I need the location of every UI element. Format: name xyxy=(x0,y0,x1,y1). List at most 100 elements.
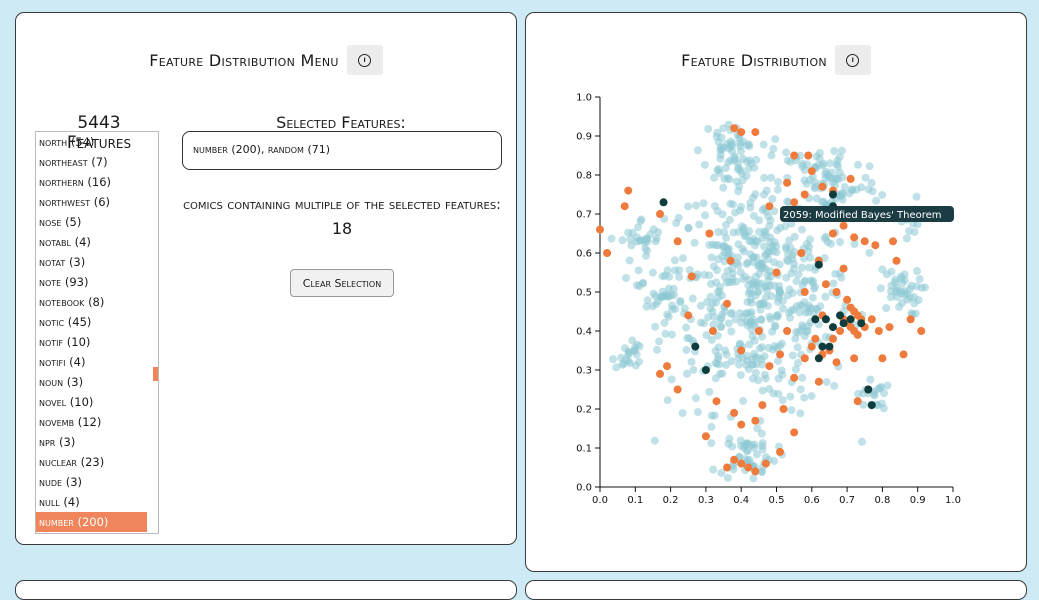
data-point xyxy=(831,269,840,278)
data-point xyxy=(652,234,661,243)
data-point xyxy=(743,356,752,365)
data-point xyxy=(707,253,716,262)
selected-point xyxy=(751,128,760,137)
feature-list-item[interactable]: notif (10) xyxy=(39,335,91,349)
data-point xyxy=(733,253,742,262)
selected-point xyxy=(596,225,604,234)
data-point xyxy=(877,399,886,408)
selected-features-value: number (200), random (71) xyxy=(193,143,331,156)
scatter-plot[interactable]: 0.0 0.1 0.2 0.3 0.4 0.5 0.6 0.7 0.8 0.9 1.0 0.0 0.1 0… xyxy=(526,13,1026,571)
selected-point xyxy=(758,401,767,410)
data-point xyxy=(654,228,663,237)
data-point xyxy=(696,301,705,310)
data-point xyxy=(714,360,723,369)
data-point xyxy=(774,389,783,398)
clear-selection-button[interactable]: Clear Selection xyxy=(290,269,394,297)
feature-list-item[interactable]: northern (16) xyxy=(39,175,112,189)
data-point xyxy=(699,199,708,208)
data-point xyxy=(752,450,761,459)
data-point xyxy=(766,315,775,324)
selected-point xyxy=(818,182,827,191)
data-point xyxy=(756,300,765,309)
feature-list-item[interactable]: number (200) xyxy=(36,512,147,532)
selected-point xyxy=(603,249,612,257)
data-point xyxy=(727,327,736,336)
data-point xyxy=(866,375,875,384)
data-point xyxy=(670,256,679,265)
feature-list-item[interactable]: novemb (12) xyxy=(39,415,102,429)
feature-list-item[interactable]: notabl (4) xyxy=(39,235,91,249)
feature-list-scrollbar[interactable] xyxy=(153,367,158,381)
selected-point xyxy=(832,288,841,296)
data-point xyxy=(734,354,743,363)
feature-list-item[interactable]: nuclear (23) xyxy=(39,455,105,469)
feature-list[interactable]: north (54) northeast (7) northern (16) nort… xyxy=(35,131,159,534)
selected-point xyxy=(804,151,813,160)
selected-point xyxy=(892,256,901,265)
data-point xyxy=(749,193,758,202)
feature-list-item[interactable]: notat (3) xyxy=(39,255,86,269)
data-point xyxy=(771,135,780,144)
data-point xyxy=(721,360,730,369)
data-point xyxy=(760,370,769,379)
feature-list-item[interactable]: notebook (8) xyxy=(39,295,105,309)
data-point xyxy=(693,408,702,417)
selected-point xyxy=(800,190,809,199)
data-point xyxy=(895,302,904,311)
feature-list-item[interactable]: notifi (4) xyxy=(39,355,86,369)
data-point xyxy=(912,282,921,291)
data-point xyxy=(845,189,854,198)
data-point xyxy=(913,220,922,229)
selected-point xyxy=(701,432,710,441)
data-point xyxy=(887,281,896,290)
feature-list-item[interactable]: northwest (6) xyxy=(39,195,111,209)
multi-feature-label: comics containing multiple of the select… xyxy=(183,197,501,213)
selected-point xyxy=(790,373,799,382)
selected-point xyxy=(687,272,696,281)
data-point xyxy=(707,279,716,288)
data-point xyxy=(700,160,709,169)
feature-list-item[interactable]: nose (5) xyxy=(39,215,82,229)
selected-point xyxy=(797,249,806,257)
data-point xyxy=(768,194,777,203)
menu-info-button[interactable]: i xyxy=(346,45,383,75)
feature-list-item[interactable]: note (93) xyxy=(39,275,89,289)
selected-point xyxy=(730,124,739,133)
data-point xyxy=(711,298,720,307)
data-point xyxy=(853,160,862,169)
data-point xyxy=(682,369,691,378)
data-point xyxy=(749,211,758,220)
data-point xyxy=(815,154,824,163)
selected-point xyxy=(800,354,809,363)
data-point xyxy=(758,386,767,395)
feature-list-item[interactable]: null (4) xyxy=(39,495,80,509)
data-point xyxy=(724,319,733,328)
multi-feature-point xyxy=(836,311,845,320)
data-point xyxy=(833,162,842,171)
data-point xyxy=(637,215,646,224)
feature-list-item[interactable]: npr (3) xyxy=(39,435,76,449)
data-point xyxy=(628,228,637,237)
data-point xyxy=(719,183,728,192)
distribution-title-row: Feature Distribution i xyxy=(526,45,1026,75)
selected-point xyxy=(843,295,852,304)
feature-list-item[interactable]: northeast (7) xyxy=(39,155,108,169)
data-point xyxy=(794,270,803,279)
data-point xyxy=(822,377,831,386)
feature-list-item[interactable]: notic (45) xyxy=(39,315,92,329)
selected-point xyxy=(765,202,774,211)
data-point xyxy=(821,173,830,182)
data-point xyxy=(704,124,713,133)
feature-list-item[interactable]: north (54) xyxy=(39,135,95,149)
feature-list-item[interactable]: nude (3) xyxy=(39,475,82,489)
distribution-info-button[interactable]: i xyxy=(834,45,871,75)
feature-list-item[interactable]: novel (10) xyxy=(39,395,94,409)
feature-list-item[interactable]: noun (3) xyxy=(39,375,84,389)
data-point xyxy=(714,354,723,363)
data-point xyxy=(628,336,637,345)
data-point xyxy=(674,213,683,222)
point-tooltip: 2059: Modified Bayes' Theorem xyxy=(780,206,954,222)
selected-point xyxy=(761,459,770,468)
data-point xyxy=(760,242,769,251)
y-tick-label: 0.8 xyxy=(576,171,592,182)
